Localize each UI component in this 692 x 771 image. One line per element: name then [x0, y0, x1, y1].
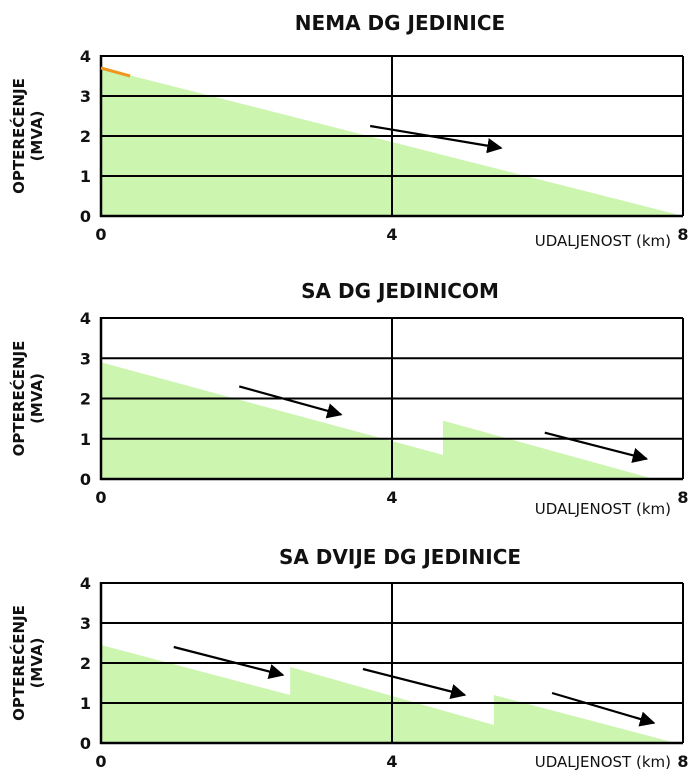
y-tick-label: 3 [80, 614, 91, 633]
chart-panel-3: 0 1 2 3 4 0 4 8 UDALJENOST (km) SA DVIJE DG JEDIN… [9, 545, 689, 771]
x-axis-label: UDALJENOST (km) [535, 753, 671, 771]
y-tick-label: 2 [80, 127, 91, 146]
y-tick-label: 2 [80, 654, 91, 673]
chart-panel-2: 0 1 2 3 4 0 4 8 UDALJENOST (km) SA DG JEDINICOM OP… [9, 279, 689, 518]
flow-arrow-2 [362, 667, 467, 700]
x-tick-label: 8 [677, 225, 688, 244]
y-tick-label: 4 [80, 47, 91, 66]
flow-arrow-3 [551, 691, 656, 727]
y-tick-label: 1 [80, 430, 91, 449]
accent-segment [100, 66, 131, 78]
flow-arrow-1 [238, 385, 343, 419]
x-tick-label: 4 [386, 225, 397, 244]
y-tick-label: 0 [80, 734, 91, 753]
flow-arrow-1 [173, 645, 285, 680]
x-tick-label: 8 [677, 752, 688, 771]
y-axis-label: OPTEREĆENJE [9, 78, 28, 194]
y-axis-unit: (MVA) [28, 111, 46, 162]
x-tick-label: 0 [95, 752, 106, 771]
x-tick-label: 0 [95, 488, 106, 507]
chart-panel-1: 0 1 2 3 4 0 4 8 UDALJENOST (km) NEMA DG JEDINICE O… [9, 11, 689, 250]
flow-arrow-2 [544, 431, 649, 463]
chart-title: SA DG JEDINICOM [301, 279, 499, 303]
x-axis-label: UDALJENOST (km) [535, 232, 671, 250]
x-tick-label: 4 [386, 488, 397, 507]
x-axis-label: UDALJENOST (km) [535, 500, 671, 518]
y-tick-label: 2 [80, 390, 91, 409]
chart-title: SA DVIJE DG JEDINICE [279, 545, 521, 569]
y-tick-label: 4 [80, 309, 91, 328]
x-tick-label: 4 [386, 752, 397, 771]
y-tick-label: 0 [80, 470, 91, 489]
chart-title: NEMA DG JEDINICE [295, 11, 505, 35]
load-area [101, 645, 676, 743]
x-tick-label: 8 [677, 488, 688, 507]
y-axis-label: OPTEREĆENJE [9, 341, 28, 457]
load-area [101, 362, 654, 479]
y-axis-label: OPTEREĆENJE [9, 605, 28, 721]
y-tick-label: 3 [80, 349, 91, 368]
x-tick-label: 0 [95, 225, 106, 244]
y-tick-label: 0 [80, 207, 91, 226]
flow-arrow-1 [369, 124, 503, 154]
y-tick-label: 1 [80, 167, 91, 186]
y-tick-label: 3 [80, 87, 91, 106]
y-axis-unit: (MVA) [28, 638, 46, 689]
y-axis-unit: (MVA) [28, 373, 46, 424]
y-tick-label: 1 [80, 694, 91, 713]
y-tick-label: 4 [80, 574, 91, 593]
